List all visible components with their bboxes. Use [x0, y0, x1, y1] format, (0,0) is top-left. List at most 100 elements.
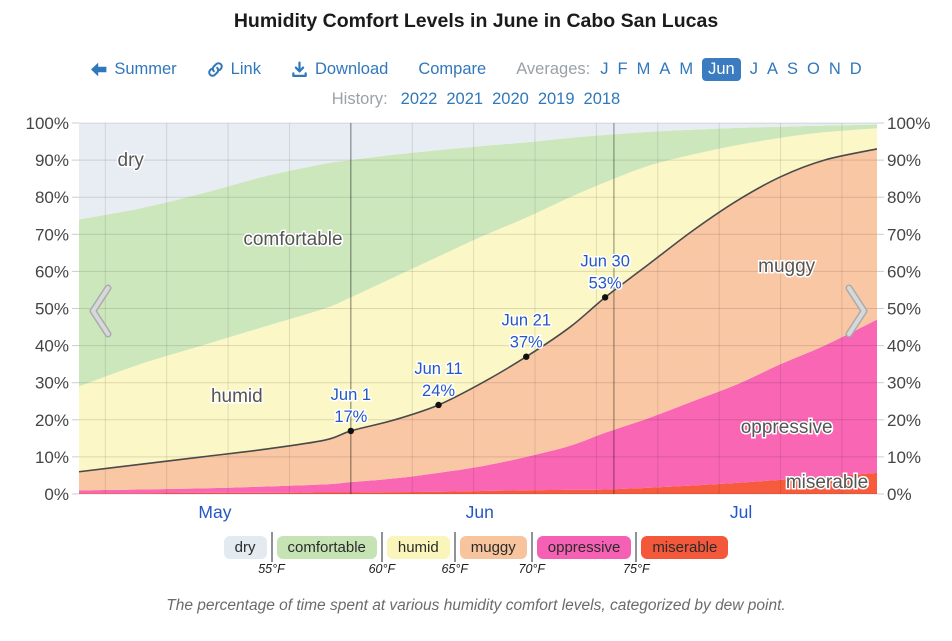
band-oppressive	[79, 319, 877, 494]
averages-month-a-7[interactable]: A	[766, 60, 778, 78]
legend-pill-oppressive[interactable]: oppressive	[536, 535, 632, 559]
next-chart-button-icon	[847, 286, 866, 336]
history-year-2018[interactable]: 2018	[583, 90, 621, 108]
y-axis-label-right: 90%	[887, 151, 921, 170]
y-axis-label-right: 50%	[887, 300, 921, 319]
x-axis-month-jun: Jun	[466, 502, 494, 522]
history-row: History: 2022 2021 2020 2019 2018	[0, 90, 952, 109]
band-label-humid: humid	[211, 386, 263, 407]
annotation-date-jun-1: Jun 1	[331, 386, 371, 404]
legend-pill-dry[interactable]: dry	[223, 535, 267, 559]
y-axis-label-right: 80%	[887, 188, 921, 207]
averages-month-o-9[interactable]: O	[806, 60, 820, 78]
band-label-oppressive: oppressive	[741, 417, 833, 438]
annotation-dot	[601, 294, 609, 301]
compare-link-label: Compare	[418, 60, 487, 78]
band-comfortable	[79, 124, 877, 387]
annotation-dot	[435, 401, 442, 409]
legend-threshold-65f: 65°F	[441, 562, 469, 576]
history-year-2019[interactable]: 2019	[537, 90, 575, 108]
history-years: 2022 2021 2020 2019 2018	[401, 90, 621, 109]
y-axis-label-right: 0%	[887, 485, 912, 504]
y-axis-label-left: 60%	[35, 262, 69, 281]
averages-month-m-2[interactable]: M	[636, 60, 651, 78]
band-muggy	[79, 148, 877, 491]
averages-month-j-0[interactable]: J	[600, 60, 609, 78]
legend-threshold-75f: 75°F	[623, 562, 650, 576]
compare-link[interactable]: Compare	[418, 60, 486, 79]
download-button-label: Download	[314, 60, 389, 78]
averages-month-s-8[interactable]: S	[786, 60, 798, 78]
averages-month-jun-5[interactable]: Jun	[702, 58, 741, 81]
back-link-label: Summer	[114, 60, 177, 78]
history-year-2021[interactable]: 2021	[446, 90, 484, 108]
averages-months: J F M A M Jun J A S O N D	[600, 58, 862, 81]
y-axis-label-right: 30%	[887, 374, 921, 393]
y-axis-label-left: 0%	[44, 485, 69, 504]
band-label-muggy: muggy	[758, 256, 816, 277]
legend-threshold-60f: 60°F	[368, 562, 396, 576]
band-dry	[79, 123, 877, 220]
legend-pill-miserable[interactable]: miserable	[641, 535, 729, 559]
chart-caption: The percentage of time spent at various …	[166, 597, 786, 614]
y-axis-label-left: 20%	[35, 411, 69, 430]
legend-divider: 60°F	[369, 532, 395, 576]
back-to-summer-link[interactable]: Summer	[90, 60, 177, 79]
band-label-dry: dry	[118, 150, 145, 171]
legend-divider: 65°F	[441, 532, 468, 576]
annotation-dot	[347, 427, 355, 435]
y-axis-label-right: 10%	[887, 448, 921, 467]
y-axis-label-left: 90%	[35, 151, 69, 170]
band-humid	[79, 128, 877, 472]
legend-threshold-70f: 70°F	[518, 562, 546, 576]
download-button[interactable]: Download	[291, 60, 388, 79]
averages-month-n-10[interactable]: N	[828, 60, 841, 78]
history-year-2022[interactable]: 2022	[400, 90, 438, 108]
band-label-comfortable: comfortable	[243, 229, 342, 250]
legend-threshold-55f: 55°F	[258, 562, 285, 576]
averages-label: Averages:	[516, 60, 591, 78]
y-axis-label-left: 40%	[35, 337, 69, 356]
history-label: History:	[331, 90, 388, 108]
page-title: Humidity Comfort Levels in June in Cabo …	[233, 10, 719, 32]
legend-pill-muggy[interactable]: muggy	[459, 535, 527, 559]
y-axis-label-left: 50%	[35, 300, 69, 319]
averages-month-f-1[interactable]: F	[617, 60, 628, 78]
averages-group: Averages: J F M A M Jun J A S O N D	[516, 58, 862, 81]
prev-chart-button[interactable]	[89, 284, 112, 338]
legend-pill-comfortable[interactable]: comfortable	[276, 535, 377, 559]
annotation-date-jun-30: Jun 30	[580, 252, 630, 270]
annotation-dot	[523, 353, 530, 360]
legend-items: dry 55°F comfortable 60°F humid 65°F muggy 70°F…	[223, 532, 729, 576]
y-axis-label-right: 40%	[887, 337, 921, 356]
band-label-miserable: miserable	[786, 472, 868, 493]
averages-month-j-6[interactable]: J	[749, 60, 758, 78]
y-axis-label-right: 60%	[887, 262, 921, 281]
legend-divider: 75°F	[623, 532, 650, 576]
legend: dry 55°F comfortable 60°F humid 65°F muggy 70°F…	[0, 532, 952, 576]
annotation-value-jun-11: 24%	[422, 382, 455, 400]
x-axis-month-may: May	[198, 502, 231, 522]
link-button[interactable]: Link	[207, 60, 261, 79]
y-axis-label-left: 80%	[35, 188, 69, 207]
averages-month-a-3[interactable]: A	[659, 60, 671, 78]
legend-divider: 55°F	[258, 532, 285, 576]
next-chart-button[interactable]	[845, 284, 868, 338]
y-axis-label-right: 100%	[887, 115, 930, 133]
legend-pill-humid[interactable]: humid	[386, 535, 450, 559]
y-axis-label-left: 30%	[35, 374, 69, 393]
muggy-boundary-line	[78, 148, 878, 473]
y-axis-label-left: 70%	[35, 225, 69, 244]
y-axis-label-right: 70%	[887, 225, 921, 244]
averages-month-m-4[interactable]: M	[679, 60, 694, 78]
history-year-2020[interactable]: 2020	[492, 90, 529, 108]
y-axis-label-left: 10%	[35, 448, 69, 467]
toolbar: Summer Link Download Compare Averages: J…	[0, 58, 952, 81]
y-axis-label-left: 100%	[26, 115, 69, 133]
averages-month-d-11[interactable]: D	[849, 60, 862, 78]
annotation-date-jun-21: Jun 21	[501, 312, 551, 330]
back-arrow-icon	[91, 62, 107, 77]
link-chain-icon	[207, 62, 223, 77]
download-icon	[292, 61, 307, 77]
